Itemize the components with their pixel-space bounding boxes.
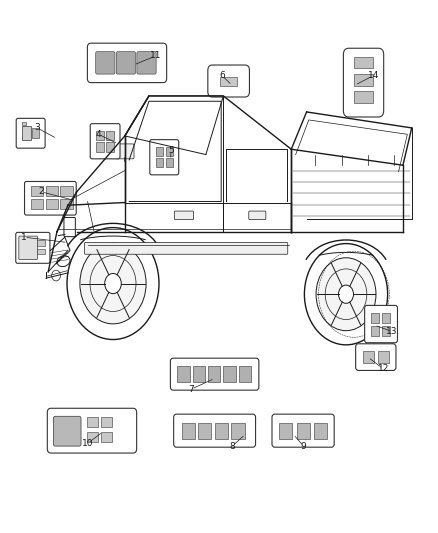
Bar [22,126,31,140]
Bar [378,351,389,363]
Bar [231,423,244,439]
Bar [22,122,26,125]
Bar [46,186,58,196]
Bar [198,423,211,439]
FancyBboxPatch shape [343,49,384,117]
Bar [166,147,173,156]
Bar [156,158,163,167]
FancyBboxPatch shape [173,414,255,447]
Bar [297,423,310,439]
Bar [60,199,73,208]
Bar [382,313,390,323]
Bar [208,366,220,382]
FancyBboxPatch shape [137,52,156,74]
FancyBboxPatch shape [115,144,134,159]
Bar [156,147,163,156]
Text: 6: 6 [219,71,225,80]
Bar [354,57,373,69]
FancyBboxPatch shape [85,243,288,254]
Bar [223,366,236,382]
Circle shape [304,244,388,345]
Circle shape [80,243,146,324]
Bar [101,417,112,427]
Bar [37,240,45,246]
Text: 10: 10 [82,439,93,448]
Bar [37,249,45,254]
FancyBboxPatch shape [47,408,137,453]
FancyBboxPatch shape [170,358,259,390]
Bar [46,199,58,208]
FancyBboxPatch shape [90,124,120,159]
Text: 9: 9 [300,442,307,450]
FancyBboxPatch shape [272,414,334,447]
FancyBboxPatch shape [356,344,396,370]
Text: 4: 4 [96,130,101,139]
Circle shape [339,285,353,303]
FancyBboxPatch shape [174,211,194,220]
Text: 3: 3 [34,124,40,132]
Bar [31,199,43,208]
Bar [32,128,39,138]
Bar [215,423,228,439]
Bar [239,366,251,382]
Text: 14: 14 [367,71,379,80]
Bar [220,77,237,86]
Bar [177,366,190,382]
Bar [87,432,98,442]
FancyBboxPatch shape [116,52,135,74]
FancyBboxPatch shape [16,118,45,148]
FancyBboxPatch shape [150,140,179,175]
Bar [354,74,373,85]
Bar [181,423,194,439]
Circle shape [52,270,60,281]
Text: 8: 8 [229,442,235,450]
Text: 11: 11 [150,52,161,60]
FancyBboxPatch shape [25,181,76,215]
FancyBboxPatch shape [53,416,81,446]
Bar [363,351,374,363]
Text: 7: 7 [188,385,194,393]
Bar [354,91,373,102]
Bar [101,432,112,442]
Bar [96,131,104,140]
Bar [279,423,292,439]
FancyBboxPatch shape [249,211,266,220]
Bar [87,417,98,427]
Bar [31,186,43,196]
Bar [106,131,114,140]
FancyBboxPatch shape [208,65,250,97]
Bar [193,366,205,382]
Bar [371,313,379,323]
FancyBboxPatch shape [95,52,115,74]
FancyBboxPatch shape [19,236,37,260]
Circle shape [105,273,121,294]
Bar [166,158,173,167]
Circle shape [316,258,376,330]
Bar [96,142,104,152]
Text: 1: 1 [21,233,27,241]
FancyBboxPatch shape [16,232,50,263]
Bar [382,326,390,336]
Circle shape [67,228,159,340]
Text: 2: 2 [39,188,44,196]
Bar [371,326,379,336]
Bar [314,423,327,439]
FancyBboxPatch shape [364,305,398,343]
Text: 12: 12 [378,365,389,373]
FancyBboxPatch shape [87,43,166,83]
Text: 13: 13 [386,327,398,336]
Ellipse shape [57,256,70,266]
Text: 5: 5 [168,146,174,155]
FancyBboxPatch shape [64,217,75,237]
Bar [106,142,114,152]
Bar [60,186,73,196]
